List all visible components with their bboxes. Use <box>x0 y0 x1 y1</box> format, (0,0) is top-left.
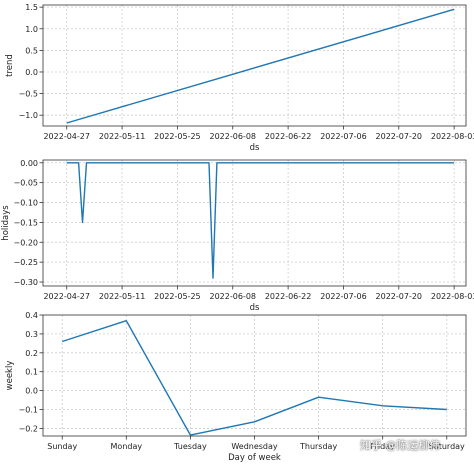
weekly-x-tick-label: Sunday <box>47 442 77 451</box>
weekly-y-tick-label: −0.2 <box>19 424 38 433</box>
holidays-x-axis-label: ds <box>250 303 260 313</box>
weekly-x-tick-label: Tuesday <box>173 442 207 451</box>
holidays-x-tick-label: 2022-05-11 <box>99 292 146 301</box>
trend-x-tick-label: 2022-06-22 <box>265 132 312 141</box>
weekly-y-tick-label: 0.1 <box>25 368 38 377</box>
weekly-axes-frame <box>42 314 467 437</box>
holidays-y-tick-label: −0.25 <box>13 258 38 267</box>
weekly-y-tick-label: 0.0 <box>25 387 38 396</box>
weekly-y-tick-label: 0.2 <box>25 349 38 358</box>
weekly-x-tick-label: Saturday <box>429 442 465 451</box>
trend-x-tick-label: 2022-04-27 <box>43 132 90 141</box>
holidays-y-axis-label: holidays <box>1 205 11 241</box>
holidays-y-tick-label: −0.30 <box>13 278 38 287</box>
holidays-x-tick-label: 2022-06-22 <box>265 292 312 301</box>
trend-y-tick-label: 0.0 <box>25 68 38 77</box>
holidays-series-line <box>66 162 455 279</box>
holidays-x-tick-label: 2022-08-03 <box>431 292 474 301</box>
trend-x-tick-label: 2022-05-11 <box>99 132 146 141</box>
holidays-axes-frame <box>42 159 467 287</box>
weekly-x-tick-label: Thursday <box>299 442 337 451</box>
holidays-x-tick-label: 2022-07-06 <box>320 292 367 301</box>
holidays-y-tick-label: −0.20 <box>13 238 38 247</box>
weekly-x-axis-label: Day of week <box>228 453 281 463</box>
trend-series-line <box>66 8 455 124</box>
holidays-y-tick-label: 0.00 <box>20 159 38 168</box>
trend-y-tick-label: 1.5 <box>25 3 38 12</box>
watermark-text: 知乎 @陈运柳伟 <box>360 439 441 452</box>
trend-y-tick-label: −1.0 <box>19 111 38 120</box>
holidays-y-tick-label: −0.15 <box>13 218 38 227</box>
holidays-x-tick-label: 2022-05-25 <box>154 292 201 301</box>
trend-x-tick-label: 2022-07-06 <box>320 132 367 141</box>
weekly-y-axis-label: weekly <box>5 361 15 391</box>
trend-axes-frame <box>42 4 467 127</box>
weekly-y-tick-label: 0.4 <box>25 311 38 320</box>
trend-x-axis-label: ds <box>250 143 260 153</box>
trend-y-tick-label: 1.0 <box>25 25 38 34</box>
holidays-x-tick-label: 2022-07-20 <box>376 292 423 301</box>
trend-x-tick-label: 2022-07-20 <box>376 132 423 141</box>
weekly-x-tick-label: Friday <box>371 442 396 451</box>
trend-y-tick-label: 0.5 <box>25 46 38 55</box>
trend-x-tick-label: 2022-05-25 <box>154 132 201 141</box>
trend-x-tick-label: 2022-06-08 <box>210 132 257 141</box>
trend-y-tick-label: −0.5 <box>19 90 38 99</box>
holidays-y-tick-label: −0.05 <box>13 179 38 188</box>
weekly-y-tick-label: 0.3 <box>25 330 38 339</box>
weekly-x-tick-label: Monday <box>111 442 143 451</box>
trend-x-tick-label: 2022-08-03 <box>431 132 474 141</box>
holidays-y-tick-label: −0.10 <box>13 199 38 208</box>
trend-y-axis-label: trend <box>5 54 15 77</box>
weekly-y-tick-label: −0.1 <box>19 406 38 415</box>
weekly-series-line <box>61 320 447 436</box>
weekly-x-tick-label: Wednesday <box>231 442 278 451</box>
holidays-x-tick-label: 2022-06-08 <box>210 292 257 301</box>
holidays-x-tick-label: 2022-04-27 <box>43 292 90 301</box>
